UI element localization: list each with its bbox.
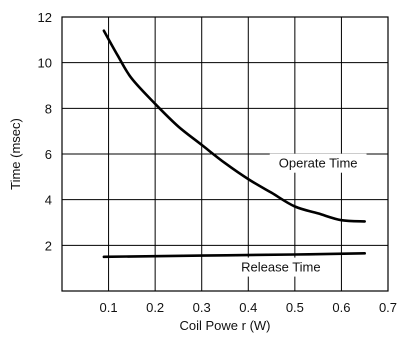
y-axis-label: Time (msec) — [8, 118, 23, 190]
x-tick-label: 0.4 — [239, 300, 257, 315]
annotation-labels: Operate Time Release Time — [232, 153, 367, 277]
x-tick-label: 0.3 — [193, 300, 211, 315]
x-tick-label: 0.1 — [100, 300, 118, 315]
y-tick-label: 12 — [38, 10, 52, 25]
annotation-backdrop — [269, 153, 367, 173]
x-tick-label: 0.5 — [286, 300, 304, 315]
plot-series — [102, 29, 366, 259]
series-line-release-time — [102, 252, 366, 259]
annotation-backdrop — [232, 257, 330, 277]
y-tick-label: 4 — [45, 193, 52, 208]
y-tick-label: 2 — [45, 238, 52, 253]
tick-labels: 0.1 0.2 0.3 0.4 0.5 0.6 0.7 2 4 6 8 10 12 — [38, 10, 398, 315]
annotation-label: Operate Time — [279, 156, 358, 171]
y-tick-label: 10 — [38, 56, 52, 71]
x-tick-label: 0.2 — [146, 300, 164, 315]
series-line-operate-time — [102, 29, 366, 223]
x-tick-label: 0.6 — [332, 300, 350, 315]
x-tick-label: 0.7 — [379, 300, 397, 315]
plot-frame — [61, 16, 389, 292]
y-tick-label: 8 — [45, 101, 52, 116]
annotation-label: Release Time — [241, 260, 320, 275]
x-axis-label: Coil Powe r (W) — [179, 318, 270, 333]
y-tick-label: 6 — [45, 147, 52, 162]
